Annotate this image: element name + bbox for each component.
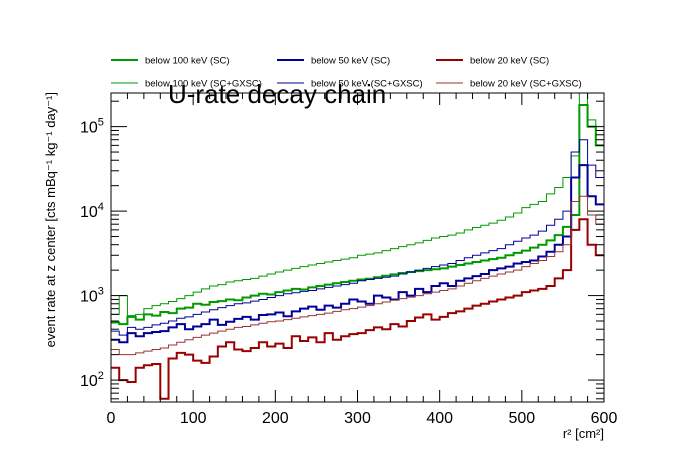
y-axis-title: event rate at z center [cts mBq⁻¹ kg⁻¹ d…	[43, 92, 58, 347]
legend-label-5: below 20 keV (SC+GXSC)	[470, 79, 582, 90]
series-line-4	[111, 139, 604, 336]
series-line-5	[111, 195, 604, 356]
y-tick-base: 10	[80, 373, 98, 390]
y-tick-exponent: 4	[98, 201, 104, 213]
x-tick-label: 100	[180, 410, 207, 427]
legend-label-1: below 50 keV (SC)	[311, 56, 390, 67]
y-tick-base: 10	[80, 120, 98, 137]
y-tick-label: 102	[80, 370, 104, 390]
y-tick-label: 105	[80, 117, 104, 137]
series-line-2	[111, 218, 604, 400]
series-layer	[111, 93, 604, 400]
x-tick-label: 200	[262, 410, 289, 427]
series-line-0	[111, 104, 604, 326]
y-tick-label: 103	[80, 286, 104, 306]
y-tick-exponent: 5	[98, 117, 104, 129]
y-tick-exponent: 2	[98, 370, 104, 382]
series-line-1	[111, 164, 604, 344]
x-tick-label: 500	[508, 410, 535, 427]
x-tick-label: 600	[591, 410, 618, 427]
y-tick-base: 10	[80, 289, 98, 306]
series-line-3	[111, 93, 604, 317]
y-tick-exponent: 3	[98, 286, 104, 298]
chart-title: U-rate decay chain	[168, 79, 386, 109]
x-tick-label: 400	[426, 410, 453, 427]
x-axis-title: r² [cm²]	[563, 426, 604, 441]
legend-label-3: below 100 keV (SC+GXSC)	[145, 79, 262, 90]
y-tick-base: 10	[80, 204, 98, 221]
y-tick-label: 104	[80, 201, 104, 221]
legend-label-2: below 20 keV (SC)	[470, 56, 549, 67]
legend-label-0: below 100 keV (SC)	[145, 56, 229, 67]
legend: below 100 keV (SC) below 50 keV (SC) below…	[111, 56, 582, 90]
x-tick-label: 300	[344, 410, 371, 427]
x-tick-label: 0	[107, 410, 116, 427]
legend-label-4: below 50 keV (SC+GXSC)	[311, 79, 423, 90]
